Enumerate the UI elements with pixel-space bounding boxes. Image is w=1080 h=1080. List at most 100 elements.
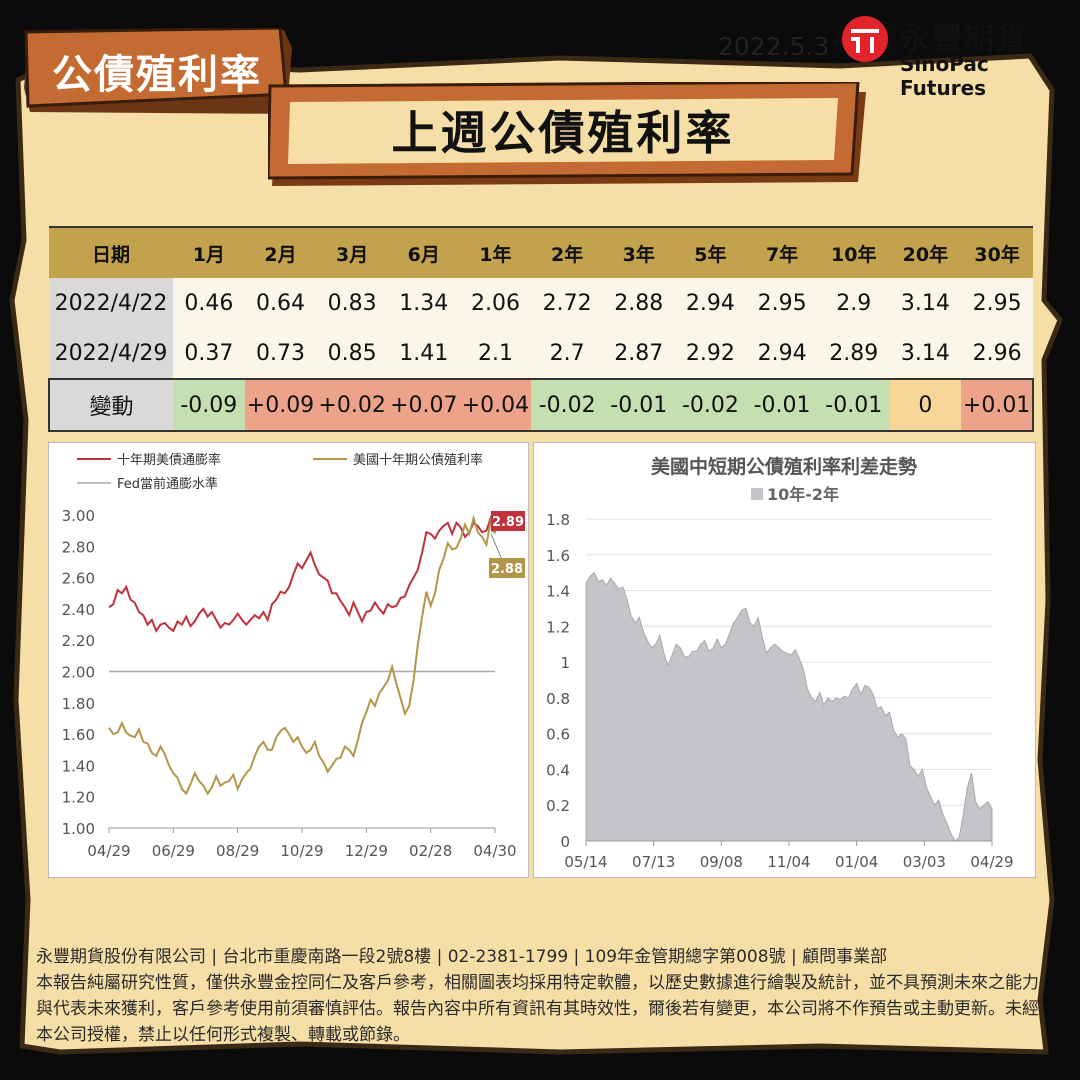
legend-label-fed: Fed當前通膨水準 [117,476,218,492]
wood-sign-icon [24,28,296,114]
yield-cell: 0.85 [316,328,388,379]
x-tick-label: 04/30 [473,842,516,860]
yield-cell: 0.83 [316,278,388,328]
column-header: 1月 [173,226,245,278]
column-header: 6月 [387,226,460,278]
yield-cell: 2.95 [746,278,818,328]
change-row: 變動 -0.09 +0.09 +0.02 +0.07 +0.04 -0.02 -0.01 -0.… [48,378,1034,432]
column-header: 7年 [746,226,818,278]
column-header: 2年 [531,226,603,278]
table-row: 2022/4/22 0.46 0.64 0.83 1.34 2.06 2.72 2.88 2.9… [49,278,1033,328]
inflation-yield-chart: 十年期美債通膨率 美國十年期公債殖利率 Fed當前通膨水準 3.00 2.80 2.60 2… [48,442,529,878]
x-tick-label: 03/03 [903,853,946,871]
yield-cell: 2.06 [459,278,532,328]
yield-cell: 2.95 [961,278,1033,328]
report-date: 2022.5.3 [718,32,830,61]
company-logo: 永豐期貨 SinoPac Futures [842,14,1072,100]
column-header: 3年 [602,226,675,278]
y-tick-label: 0.6 [546,726,570,744]
yield-cell: 2.72 [531,278,603,328]
yield-cell: 0.46 [173,278,245,328]
column-header: 日期 [49,226,173,278]
column-header: 3月 [316,226,388,278]
yield-cell: 2.89 [817,328,890,379]
x-tick-label: 01/04 [835,853,878,871]
x-tick-label: 05/14 [564,853,607,871]
yield-cell: 2.94 [674,278,747,328]
end-label-box-inflation [491,511,525,531]
yield-cell: 2.1 [459,328,532,379]
column-header: 1年 [459,226,532,278]
end-label-inflation: 2.89 [492,515,524,530]
column-header: 20年 [889,226,962,278]
row-date: 2022/4/29 [49,328,173,379]
change-cell: +0.01 [961,378,1034,432]
footer-disclaimer: 本報告純屬研究性質，僅供永豐金控同仁及客戶參考，相關圖表均採用特定軟體，以歷史數… [36,973,1039,1045]
title-banner: 上週公債殖利率 [268,82,870,190]
yield-cell: 0.37 [173,328,245,379]
yield-cell: 2.94 [746,328,818,379]
sinopac-logo-icon [842,16,888,62]
footer: 永豐期貨股份有限公司 | 台北市重慶南路一段2號8樓 | 02-2381-179… [36,944,1046,1048]
y-tick-label: 1.20 [62,789,95,807]
column-header: 2月 [244,226,317,278]
change-cell: -0.02 [674,378,747,432]
change-cell: -0.01 [602,378,675,432]
y-tick-label: 1.6 [546,547,570,565]
y-tick-label: 0 [560,833,570,851]
column-header: 10年 [817,226,890,278]
spread-chart: 美國中短期公債殖利率利差走勢 10年-2年 1.8 1.6 1.4 1.2 1 0.8 0.6 0… [533,442,1036,878]
logo-english-name: SinoPac Futures [900,52,989,100]
x-tick-label: 02/28 [409,842,452,860]
section-tag-label: 公債殖利率 [52,52,262,98]
change-cell: -0.01 [746,378,818,432]
page-title: 上週公債殖利率 [391,106,735,160]
x-tick-label: 07/13 [632,853,675,871]
yield-cell: 2.96 [961,328,1033,379]
change-cell: +0.02 [316,378,388,432]
y-tick-label: 1 [560,654,570,672]
y-tick-label: 2.00 [62,664,95,682]
spread-chart-svg: 美國中短期公債殖利率利差走勢 10年-2年 1.8 1.6 1.4 1.2 1 0.8 0.6 0… [546,455,1013,871]
column-header: 5年 [674,226,747,278]
yield-table: 日期 1月 2月 3月 6月 1年 2年 3年 5年 7年 10年 20年 30年 2022/4/22 0… [48,226,1034,432]
table-header-row: 日期 1月 2月 3月 6月 1年 2年 3年 5年 7年 10年 20年 30年 [49,226,1033,278]
change-cell: +0.04 [459,378,532,432]
yield-cell: 0.73 [244,328,317,379]
y-tick-label: 1.40 [62,757,95,775]
change-cell: -0.01 [817,378,890,432]
wood-banner-icon [268,82,866,186]
y-tick-label: 1.00 [62,820,95,838]
y-tick-label: 2.40 [62,601,95,619]
y-tick-label: 1.80 [62,695,95,713]
x-tick-label: 10/29 [280,842,323,860]
footer-company-info: 永豐期貨股份有限公司 | 台北市重慶南路一段2號8樓 | 02-2381-179… [36,947,888,967]
yield-cell: 2.7 [531,328,603,379]
y-tick-label: 1.60 [62,726,95,744]
change-cell: -0.09 [173,378,245,432]
yield-cell: 1.34 [387,278,460,328]
legend-label-yield: 美國十年期公債殖利率 [353,452,483,468]
spread-area [585,571,993,842]
end-label-box-yield [489,557,525,578]
x-tick-label: 12/29 [345,842,388,860]
yield-cell: 2.88 [602,278,675,328]
x-tick-label: 11/04 [767,853,810,871]
x-tick-label: 06/29 [152,842,195,860]
inflation-yield-chart-svg: 十年期美債通膨率 美國十年期公債殖利率 Fed當前通膨水準 3.00 2.80 2.60 2… [62,452,525,860]
legend-swatch-spread [751,488,763,500]
change-cell: +0.09 [244,378,317,432]
yield-cell: 3.14 [889,328,962,379]
column-header: 30年 [961,226,1033,278]
y-tick-label: 0.8 [546,690,570,708]
inflation-series-line [108,514,496,633]
yield-cell: 2.9 [817,278,890,328]
y-tick-label: 1.4 [546,583,570,601]
table-row: 2022/4/29 0.37 0.73 0.85 1.41 2.1 2.7 2.87 2.92 2… [49,328,1033,379]
yield-cell: 2.92 [674,328,747,379]
y-tick-label: 2.80 [62,538,95,556]
yield-cell: 3.14 [889,278,962,328]
section-tag: 公債殖利率 [22,28,312,120]
x-tick-label: 04/29 [87,842,130,860]
yield-series-line [108,514,496,796]
